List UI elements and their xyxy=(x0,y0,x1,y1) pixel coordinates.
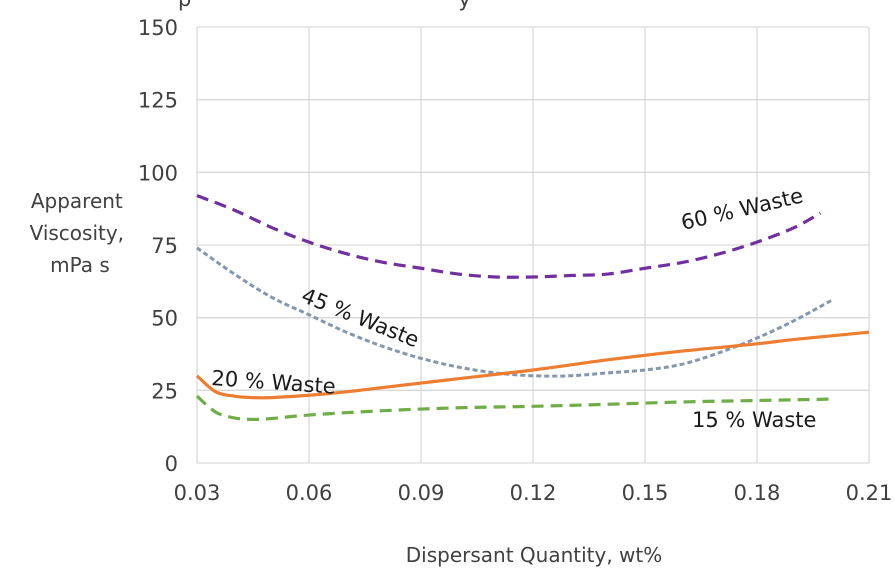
y-axis-title-line-3: mPa s xyxy=(50,253,110,277)
y-tick-label: 0 xyxy=(165,452,178,476)
y-tick-labels: 0 25 50 75 100 125 150 xyxy=(138,16,178,476)
label-60-waste: 60 % Waste xyxy=(679,183,806,234)
y-axis-title-line-2: Viscosity, xyxy=(30,221,124,245)
series-line-45-waste xyxy=(196,246,833,378)
label-15-waste: 15 % Waste xyxy=(692,408,816,432)
x-tick-label: 0.03 xyxy=(174,481,221,505)
x-tick-label: 0.12 xyxy=(510,481,557,505)
y-axis-title-line-1: Apparent xyxy=(31,189,123,213)
x-tick-label: 0.18 xyxy=(734,481,781,505)
gridlines xyxy=(196,26,870,464)
y-tick-label: 125 xyxy=(138,89,178,113)
y-tick-label: 25 xyxy=(151,379,178,403)
y-axis-title: Apparent Viscosity, mPa s xyxy=(30,189,131,277)
y-tick-label: 75 xyxy=(151,234,178,258)
x-tick-labels: 0.03 0.06 0.09 0.12 0.15 0.18 0.21 xyxy=(174,481,893,505)
series-lines xyxy=(195,194,870,422)
series-line-15-waste xyxy=(195,394,832,422)
y-tick-label: 100 xyxy=(138,161,178,185)
x-axis-title: Dispersant Quantity, wt% xyxy=(406,543,663,567)
label-20-waste: 20 % Waste xyxy=(211,366,337,399)
y-tick-label: 50 xyxy=(151,307,178,331)
x-tick-label: 0.06 xyxy=(286,481,333,505)
x-tick-label: 0.15 xyxy=(622,481,669,505)
series-line-60-waste xyxy=(196,194,822,279)
x-tick-label: 0.09 xyxy=(398,481,445,505)
y-tick-label: 150 xyxy=(138,16,178,40)
series-line-20-waste xyxy=(195,330,870,400)
x-tick-label: 0.21 xyxy=(846,481,893,505)
chart-title-partial: p y xyxy=(178,0,471,11)
